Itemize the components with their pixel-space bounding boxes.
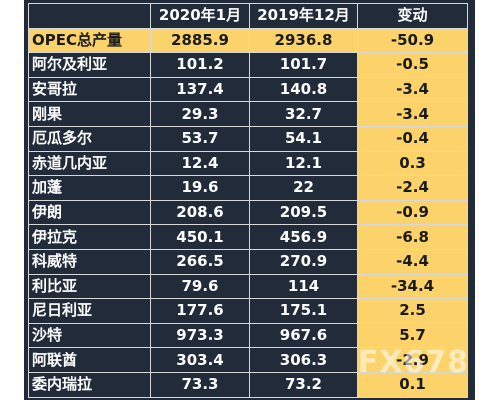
country-name: 委内瑞拉 <box>28 372 151 398</box>
change-value: -6.8 <box>358 225 468 250</box>
table-row: 科威特 266.5 270.9 -4.4 <box>28 249 468 275</box>
opec-production-table: 2020年1月 2019年12月 变动 OPEC总产量 2885.9 2936.… <box>28 3 468 398</box>
table-row: 阿联酋 303.4 306.3 -2.9 <box>28 348 468 373</box>
jan-2020-value: 303.4 <box>151 348 250 373</box>
change-value: -2.4 <box>358 176 468 201</box>
dec-2019-value: 175.1 <box>250 299 358 324</box>
table-row: 沙特 973.3 967.6 5.7 <box>28 323 468 349</box>
change-value: 2.5 <box>358 299 468 324</box>
dec-2019-value: 22 <box>250 176 358 201</box>
table-row: 刚果 29.3 32.7 -3.4 <box>28 102 468 127</box>
jan-2020-value: 177.6 <box>151 299 250 324</box>
dec-2019-value: 270.9 <box>250 249 358 275</box>
jan-2020-value: 450.1 <box>151 225 250 250</box>
dec-2019-value: 32.7 <box>250 102 358 127</box>
dec-2019-value: 101.7 <box>250 53 358 78</box>
country-name: 尼日利亚 <box>28 299 151 324</box>
change-value: 0.1 <box>358 372 468 398</box>
country-name: 厄瓜多尔 <box>28 126 151 152</box>
jan-2020-value: 79.6 <box>151 274 250 300</box>
table-row: 阿尔及利亚 101.2 101.7 -0.5 <box>28 53 468 78</box>
dec-2019-value: 456.9 <box>250 225 358 250</box>
header-row: 2020年1月 2019年12月 变动 <box>28 3 468 29</box>
table-row: 委内瑞拉 73.3 73.2 0.1 <box>28 372 468 398</box>
total-jan-2020: 2885.9 <box>151 28 250 54</box>
country-name: 赤道几内亚 <box>28 151 151 177</box>
change-value: -0.5 <box>358 53 468 78</box>
header-dec-2019: 2019年12月 <box>250 3 358 29</box>
dec-2019-value: 12.1 <box>250 151 358 177</box>
table-row: 安哥拉 137.4 140.8 -3.4 <box>28 77 468 103</box>
change-value: -3.4 <box>358 77 468 103</box>
country-name: 伊拉克 <box>28 225 151 250</box>
table-row: 尼日利亚 177.6 175.1 2.5 <box>28 299 468 324</box>
table-row: 伊朗 208.6 209.5 -0.9 <box>28 200 468 226</box>
table-row: 厄瓜多尔 53.7 54.1 -0.4 <box>28 126 468 152</box>
table-row: 伊拉克 450.1 456.9 -6.8 <box>28 225 468 250</box>
change-value: -3.4 <box>358 102 468 127</box>
dec-2019-value: 140.8 <box>250 77 358 103</box>
jan-2020-value: 53.7 <box>151 126 250 152</box>
table-row: 赤道几内亚 12.4 12.1 0.3 <box>28 151 468 177</box>
dec-2019-value: 73.2 <box>250 372 358 398</box>
total-dec-2019: 2936.8 <box>250 28 358 54</box>
country-name: 伊朗 <box>28 200 151 226</box>
jan-2020-value: 208.6 <box>151 200 250 226</box>
header-empty <box>28 3 151 29</box>
change-value: -2.9 <box>358 348 468 373</box>
dec-2019-value: 967.6 <box>250 323 358 349</box>
jan-2020-value: 12.4 <box>151 151 250 177</box>
jan-2020-value: 266.5 <box>151 249 250 275</box>
country-name: 沙特 <box>28 323 151 349</box>
country-name: 阿联酋 <box>28 348 151 373</box>
dec-2019-value: 209.5 <box>250 200 358 226</box>
jan-2020-value: 73.3 <box>151 372 250 398</box>
dec-2019-value: 114 <box>250 274 358 300</box>
country-name: 加蓬 <box>28 176 151 201</box>
change-value: -0.9 <box>358 200 468 226</box>
country-name: 科威特 <box>28 249 151 275</box>
change-value: 5.7 <box>358 323 468 349</box>
table-row: 利比亚 79.6 114 -34.4 <box>28 274 468 300</box>
dec-2019-value: 54.1 <box>250 126 358 152</box>
jan-2020-value: 973.3 <box>151 323 250 349</box>
header-jan-2020: 2020年1月 <box>151 3 250 29</box>
header-change: 变动 <box>358 3 468 29</box>
country-name: 利比亚 <box>28 274 151 300</box>
change-value: 0.3 <box>358 151 468 177</box>
dec-2019-value: 306.3 <box>250 348 358 373</box>
country-name: 刚果 <box>28 102 151 127</box>
total-row: OPEC总产量 2885.9 2936.8 -50.9 <box>28 28 468 54</box>
change-value: -4.4 <box>358 249 468 275</box>
table-row: 加蓬 19.6 22 -2.4 <box>28 176 468 201</box>
jan-2020-value: 101.2 <box>151 53 250 78</box>
country-name: 阿尔及利亚 <box>28 53 151 78</box>
country-name: 安哥拉 <box>28 77 151 103</box>
jan-2020-value: 137.4 <box>151 77 250 103</box>
change-value: -34.4 <box>358 274 468 300</box>
jan-2020-value: 19.6 <box>151 176 250 201</box>
total-change: -50.9 <box>358 28 468 54</box>
total-label: OPEC总产量 <box>28 28 151 54</box>
change-value: -0.4 <box>358 126 468 152</box>
jan-2020-value: 29.3 <box>151 102 250 127</box>
